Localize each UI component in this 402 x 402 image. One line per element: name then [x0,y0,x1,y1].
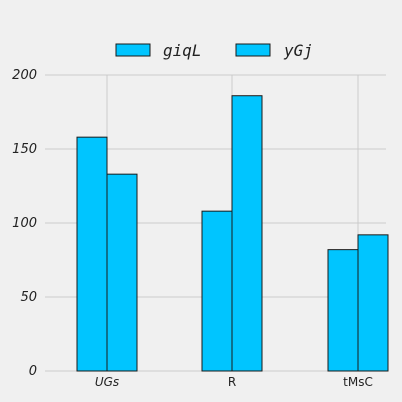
x-tick-label-2: tMsC [343,375,373,389]
y-axis-ticks: 0 50 100 150 200 [12,68,37,379]
bar-giqL-UGs [76,136,108,372]
bar-giqL-R [201,210,233,372]
y-tick-label-3: 150 [12,142,37,157]
legend-label-0: giqL [163,41,202,60]
bars-layer [76,95,389,372]
bar-yGj-R [231,95,263,372]
y-tick-label-1: 50 [20,290,37,305]
legend-label-1: yGj [283,41,313,60]
y-tick-label-0: 0 [29,364,37,379]
y-tick-label-2: 100 [12,216,37,231]
bar-yGj-tMsC [357,234,389,372]
legend-swatch-1 [235,43,271,57]
bar-giqL-tMsC [327,249,359,372]
x-tick-label-0: UGs [95,375,119,389]
y-tick-label-4: 200 [12,68,37,83]
legend-swatch-0 [115,43,151,57]
x-tick-label-1: R [228,375,236,389]
legend: giqL yGj [115,41,313,60]
bar-yGj-UGs [106,173,138,372]
